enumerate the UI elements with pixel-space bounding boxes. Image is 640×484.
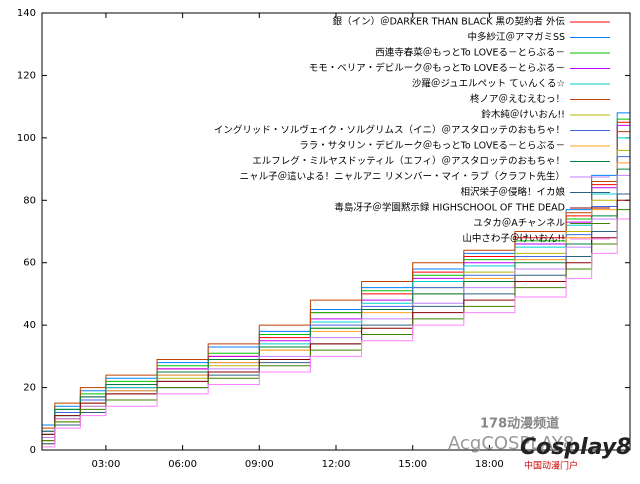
x-tick-label: 12:00 <box>322 459 351 470</box>
y-tick-label: 40 <box>23 320 36 331</box>
legend-label: ララ・サタリン・デビルーク＠もっとTo LOVEる－とらぶる－ <box>299 140 565 152</box>
x-tick-label: 18:00 <box>475 459 504 470</box>
y-tick-label: 140 <box>17 8 36 19</box>
legend-label: 銀（イン）＠DARKER THAN BLACK 黒の契約者 外伝 <box>333 16 566 28</box>
legend-label: 山中さわ子＠けいおん!! <box>462 233 565 245</box>
legend-label: 鈴木純＠けいおん!! <box>481 109 565 121</box>
x-tick-label: 09:00 <box>245 459 274 470</box>
y-tick-label: 80 <box>23 195 36 206</box>
legend-label: 中多紗江＠アマガミSS <box>467 31 565 43</box>
watermark-tagline: 中国动漫门户 <box>524 460 578 472</box>
x-tick-label: 03:00 <box>91 459 120 470</box>
watermark-logo: Cosplay8 <box>520 435 631 460</box>
plot-frame <box>41 12 631 451</box>
watermark-site: AcgCOSPLAY8 <box>448 433 574 454</box>
y-tick-label: 120 <box>17 70 36 81</box>
x-tick-label: 06:00 <box>168 459 197 470</box>
legend-label: 柊ノア＠えむえむっ！ <box>470 93 565 105</box>
series-line <box>42 194 631 448</box>
plot-area: 0 20 40 60 80 100 120 140 03:00 06:00 09:00 12:00 15… <box>17 8 631 470</box>
legend-label: イングリッド・ソルヴェイク・ソルグリムス（イニ）＠アスタロッテのおもちゃ！ <box>214 124 565 136</box>
legend-label: ユタカ＠Aチャンネル <box>473 218 565 229</box>
legend-label: エルフレグ・ミルヤスドッティル（エフィ）＠アスタロッテのおもちゃ！ <box>252 155 565 167</box>
legend-label: 相沢栄子＠侵略！イカ娘 <box>460 186 565 198</box>
legend-label: 西連寺春菜＠もっとTo LOVEる－とらぶる－ <box>375 47 565 59</box>
y-tick-label: 60 <box>23 258 36 269</box>
y-tick-label: 0 <box>30 445 36 456</box>
watermark-channel: 178动漫频道 <box>480 416 559 432</box>
y-tick-label: 20 <box>23 383 36 394</box>
legend-label: 沙羅＠ジュエルペット てぃんくる☆ <box>412 79 565 90</box>
legend: 銀（イン）＠DARKER THAN BLACK 黒の契約者 外伝中多紗江＠アマガ… <box>214 16 610 245</box>
legend-label: 毒島冴子＠学園黙示録 HIGHSCHOOL OF THE DEAD <box>334 202 565 214</box>
x-tick-label: 15:00 <box>398 459 427 470</box>
y-tick-label: 100 <box>17 133 36 144</box>
legend-label: ニャル子＠這いよる！ニャルアニ リメンバー・マイ・ラブ（クラフト先生） <box>240 171 565 183</box>
legend-label: モモ・ベリア・デビルーク＠もっとTo LOVEる－とらぶる－ <box>309 62 565 74</box>
